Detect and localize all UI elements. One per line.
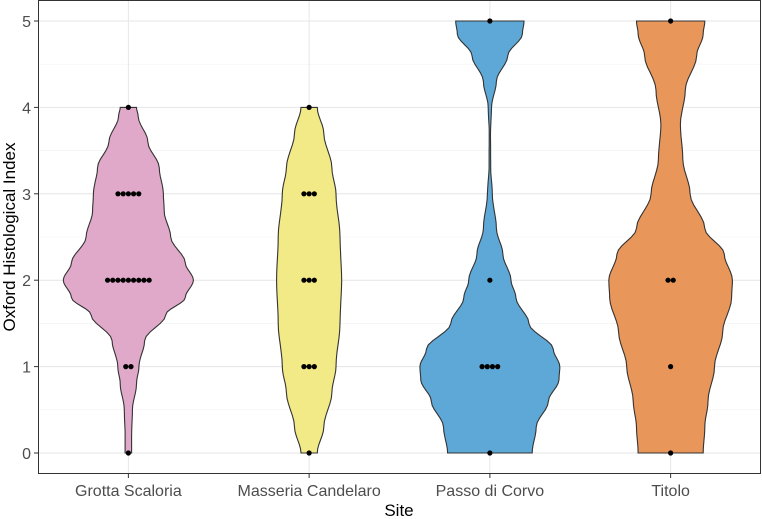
data-point [670,277,676,283]
data-point [115,277,121,283]
data-point [487,277,493,283]
data-point [306,364,312,370]
data-point [306,191,312,197]
data-points [104,18,676,456]
y-axis-title: Oxford Histological Index [0,142,19,331]
data-point [311,364,317,370]
data-point [311,277,317,283]
y-tick-label: 5 [22,14,31,31]
data-point [668,450,674,456]
data-point [141,277,147,283]
x-tick-label: Titolo [651,483,690,500]
data-point [301,277,307,283]
panel-border [38,0,761,474]
data-point [125,104,131,110]
data-point [120,191,126,197]
data-point [311,191,317,197]
data-point [120,277,126,283]
data-point [306,450,312,456]
y-tick-label: 0 [22,446,31,463]
data-point [665,277,671,283]
data-point [146,277,152,283]
data-point [668,364,674,370]
data-point [136,191,142,197]
data-point [123,364,129,370]
data-point [487,450,493,456]
y-tick-label: 3 [22,187,31,204]
violin-3 [419,20,561,454]
data-point [104,277,111,283]
data-point [125,277,131,283]
data-point [495,364,501,370]
data-point [487,18,493,24]
x-tick-label: Masseria Candelaro [238,483,381,500]
data-point [110,277,116,283]
data-point [128,364,134,370]
data-point [306,104,312,110]
y-axis: 0 1 2 3 4 5 [22,14,38,463]
x-axis: Grotta Scaloria Masseria Candelaro Passo d… [75,474,690,500]
data-point [301,364,307,370]
y-tick-label: 4 [22,100,31,117]
data-point [125,450,131,456]
data-point [306,277,312,283]
data-point [115,191,121,197]
data-point [130,277,137,283]
x-tick-label: Passo di Corvo [436,483,545,500]
data-point [130,191,137,197]
x-tick-label: Grotta Scaloria [75,483,182,500]
y-tick-label: 1 [22,360,31,377]
data-point [136,277,142,283]
data-point [301,191,307,197]
data-point [484,364,490,370]
x-axis-title: Site [384,501,413,519]
data-point [668,18,674,24]
y-tick-label: 2 [22,273,31,290]
data-point [479,364,485,370]
data-point [125,191,131,197]
data-point [489,364,496,370]
violin-4 [608,20,733,454]
